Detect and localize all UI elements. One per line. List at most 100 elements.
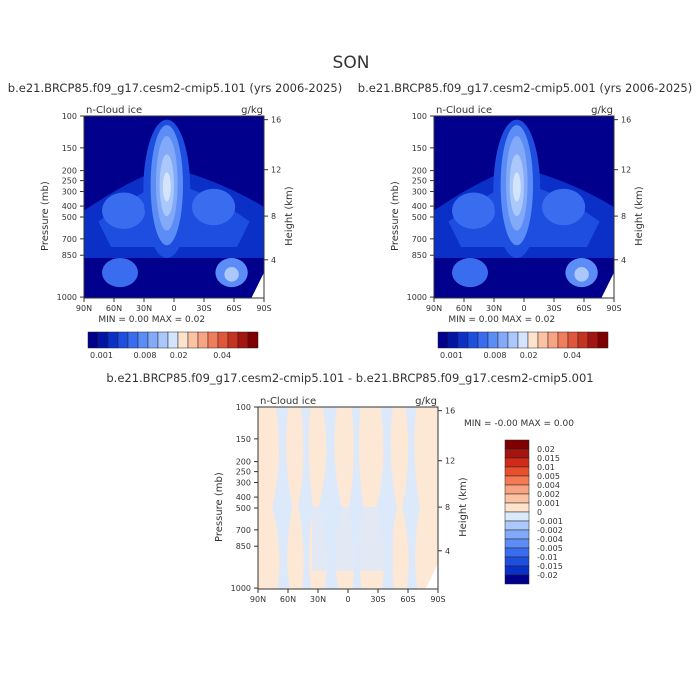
variable-label: n-Cloud ice — [436, 105, 492, 116]
colorbar-label: -0.002 — [537, 526, 563, 535]
colorbar-label: 0.04 — [213, 351, 231, 360]
y-right-tick-label: 4 — [271, 256, 276, 265]
chart-panel-3: b.e21.BRCP85.f09_g17.cesm2-cmip5.101 - b… — [106, 371, 593, 604]
y-tick-label: 850 — [412, 251, 427, 260]
colorbar-swatch — [527, 331, 539, 349]
y-tick-label: 300 — [412, 188, 427, 197]
colorbar-label: 0.02 — [170, 351, 188, 360]
field-contour — [298, 407, 313, 589]
y-right-axis-label: Height (km) — [458, 477, 469, 537]
colorbar-swatch — [504, 556, 530, 567]
y-tick-label: 250 — [236, 468, 251, 477]
colorbar-swatch — [504, 529, 530, 540]
y-tick-label: 850 — [236, 542, 251, 551]
y-tick-label: 200 — [62, 167, 77, 176]
y-tick-label: 500 — [412, 213, 427, 222]
x-tick-label: 60S — [400, 595, 415, 604]
colorbar-label: -0.005 — [537, 544, 563, 553]
colorbar-label: 0.02 — [520, 351, 538, 360]
y-tick-label: 700 — [412, 235, 427, 244]
x-tick-label: 90S — [430, 595, 445, 604]
y-tick-label: 400 — [236, 493, 251, 502]
min-max-stats: MIN = -0.00 MAX = 0.00 — [464, 419, 574, 429]
variable-label: n-Cloud ice — [86, 105, 142, 116]
min-max-stats: MIN = 0.00 MAX = 0.02 — [448, 315, 555, 325]
field-mask — [251, 272, 264, 298]
chart-panel-2: b.e21.BRCP85.f09_g17.cesm2-cmip5.001 (yr… — [358, 81, 692, 360]
y-tick-label: 850 — [62, 251, 77, 260]
colorbar-swatch — [187, 331, 199, 349]
y-right-tick-label: 16 — [445, 407, 455, 416]
y-tick-label: 300 — [236, 479, 251, 488]
colorbar-label: 0.01 — [537, 463, 555, 472]
colorbar-label: -0.015 — [537, 562, 563, 571]
colorbar-swatch — [504, 547, 530, 558]
y-right-tick-label: 16 — [621, 116, 631, 125]
colorbar-swatch — [504, 457, 530, 468]
colorbar-swatch — [504, 502, 530, 513]
y-right-tick-label: 8 — [621, 212, 626, 221]
colorbar-swatch — [504, 448, 530, 459]
colorbar-label: 0.015 — [537, 454, 560, 463]
y-tick-label: 250 — [412, 177, 427, 186]
colorbar-swatch — [437, 331, 449, 349]
x-tick-label: 60N — [280, 595, 296, 604]
y-right-axis-label: Height (km) — [284, 186, 295, 246]
colorbar-swatch — [227, 331, 239, 349]
min-max-stats: MIN = 0.00 MAX = 0.02 — [98, 315, 205, 325]
colorbar-label: 0.008 — [484, 351, 507, 360]
units-label: g/kg — [415, 396, 437, 407]
y-tick-label: 150 — [236, 435, 251, 444]
colorbar-swatch — [597, 331, 609, 349]
x-tick-label: 60S — [576, 304, 591, 313]
x-tick-label: 60N — [106, 304, 122, 313]
colorbar-swatch — [87, 331, 99, 349]
x-tick-label: 90N — [250, 595, 266, 604]
colorbar-label: 0.04 — [563, 351, 581, 360]
colorbar-swatch — [447, 331, 459, 349]
x-tick-label: 30N — [486, 304, 502, 313]
colorbar-label: -0.01 — [537, 553, 558, 562]
field-contour — [402, 407, 420, 589]
colorbar-label: 0.008 — [134, 351, 157, 360]
colorbar-swatch — [247, 331, 259, 349]
y-tick-label: 1000 — [231, 584, 251, 593]
x-tick-label: 0 — [345, 595, 350, 604]
y-tick-label: 1000 — [57, 293, 77, 302]
y-tick-label: 400 — [62, 202, 77, 211]
colorbar-swatch — [477, 331, 489, 349]
y-right-tick-label: 16 — [271, 116, 281, 125]
field-mask — [425, 563, 438, 589]
y-tick-label: 200 — [236, 458, 251, 467]
y-right-tick-label: 12 — [445, 457, 455, 466]
x-tick-label: 30S — [196, 304, 211, 313]
colorbar-label: 0.002 — [537, 490, 560, 499]
colorbar-swatch — [567, 331, 579, 349]
y-right-tick-label: 4 — [445, 547, 450, 556]
chart-title: b.e21.BRCP85.f09_g17.cesm2-cmip5.101 - b… — [106, 371, 593, 385]
colorbar-swatch — [504, 538, 530, 549]
colorbar-label: -0.001 — [537, 517, 563, 526]
y-tick-label: 300 — [62, 188, 77, 197]
y-tick-label: 400 — [412, 202, 427, 211]
colorbar-label: 0 — [537, 508, 542, 517]
colorbar-label: 0.005 — [537, 472, 560, 481]
colorbar-swatch — [504, 466, 530, 477]
chart-panel-1: b.e21.BRCP85.f09_g17.cesm2-cmip5.101 (yr… — [8, 81, 342, 360]
colorbar-label: 0.001 — [537, 499, 560, 508]
chart-title: b.e21.BRCP85.f09_g17.cesm2-cmip5.101 (yr… — [8, 81, 342, 95]
colorbar-swatch — [504, 475, 530, 486]
colorbar-label: 0.02 — [537, 445, 555, 454]
field-contour — [272, 407, 293, 589]
colorbar-swatch — [517, 331, 529, 349]
field-contour — [192, 188, 236, 226]
field-mask — [601, 272, 614, 298]
colorbar-swatch — [504, 511, 530, 522]
colorbar-label: -0.02 — [537, 571, 558, 580]
colorbar-label: 0.001 — [440, 351, 463, 360]
field-contour — [312, 507, 393, 571]
y-right-tick-label: 4 — [621, 256, 626, 265]
x-tick-label: 30S — [546, 304, 561, 313]
y-tick-label: 100 — [62, 112, 77, 121]
